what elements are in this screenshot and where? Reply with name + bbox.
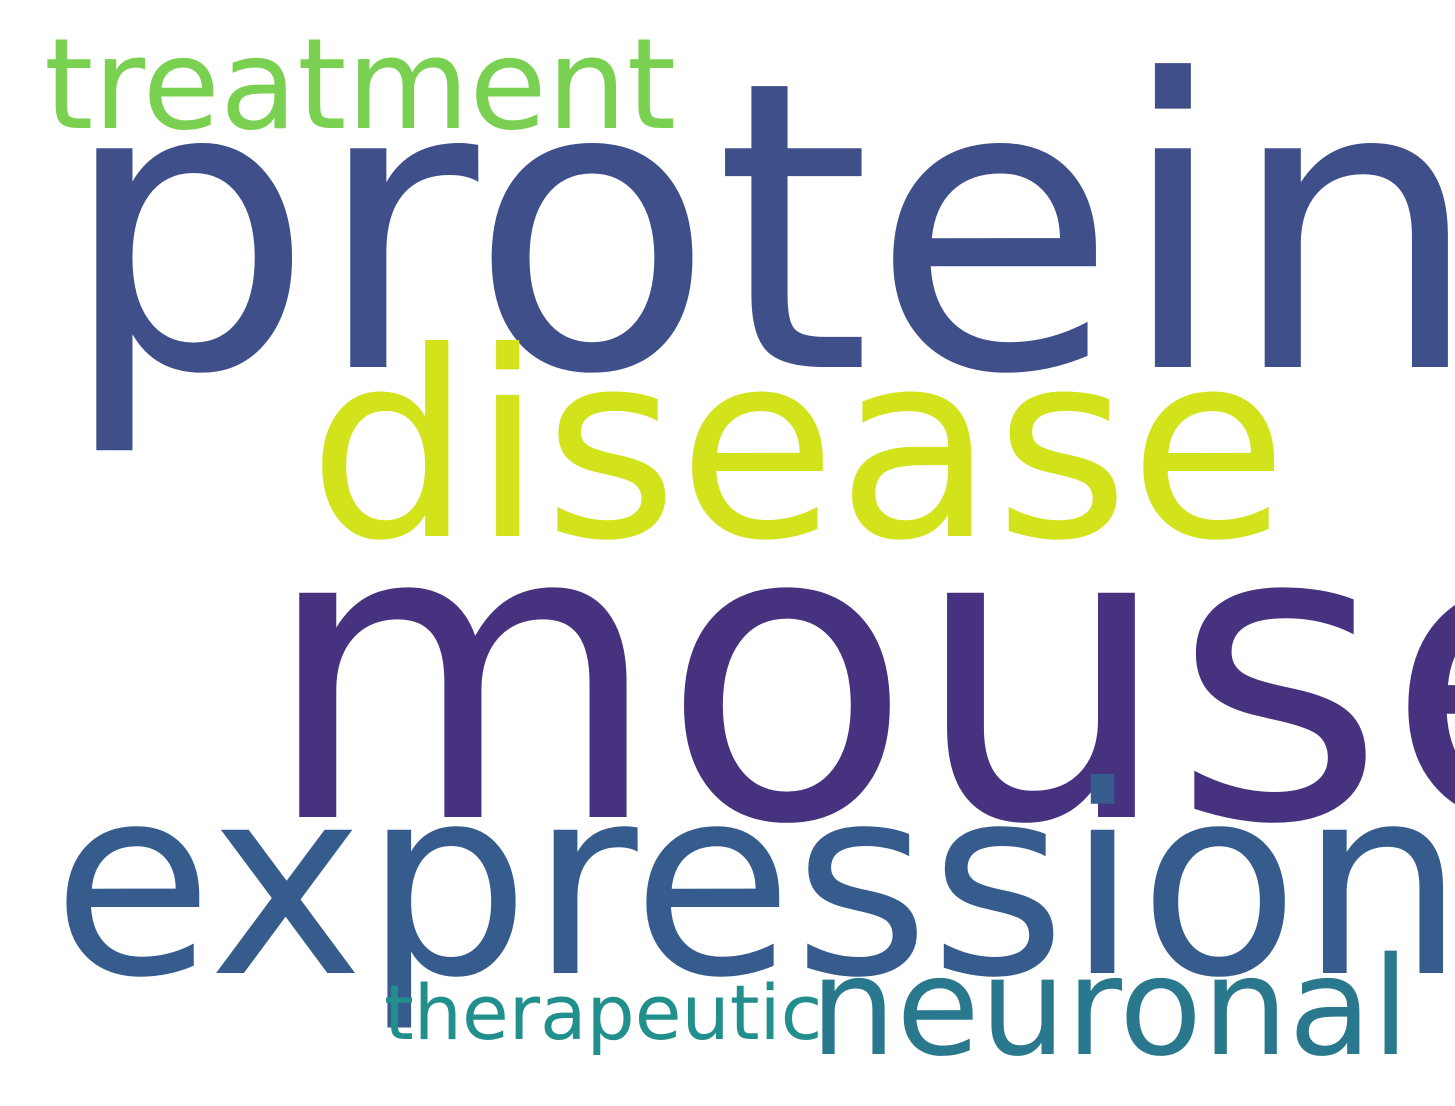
word-protein: protein: [60, 0, 1455, 462]
word-therapeutic: therapeutic: [384, 968, 823, 1057]
word-disease: disease: [308, 297, 1288, 597]
word-treatment: treatment: [44, 11, 677, 158]
word-expression: expression: [52, 730, 1455, 1035]
word-neuronal: neuronal: [810, 929, 1410, 1087]
